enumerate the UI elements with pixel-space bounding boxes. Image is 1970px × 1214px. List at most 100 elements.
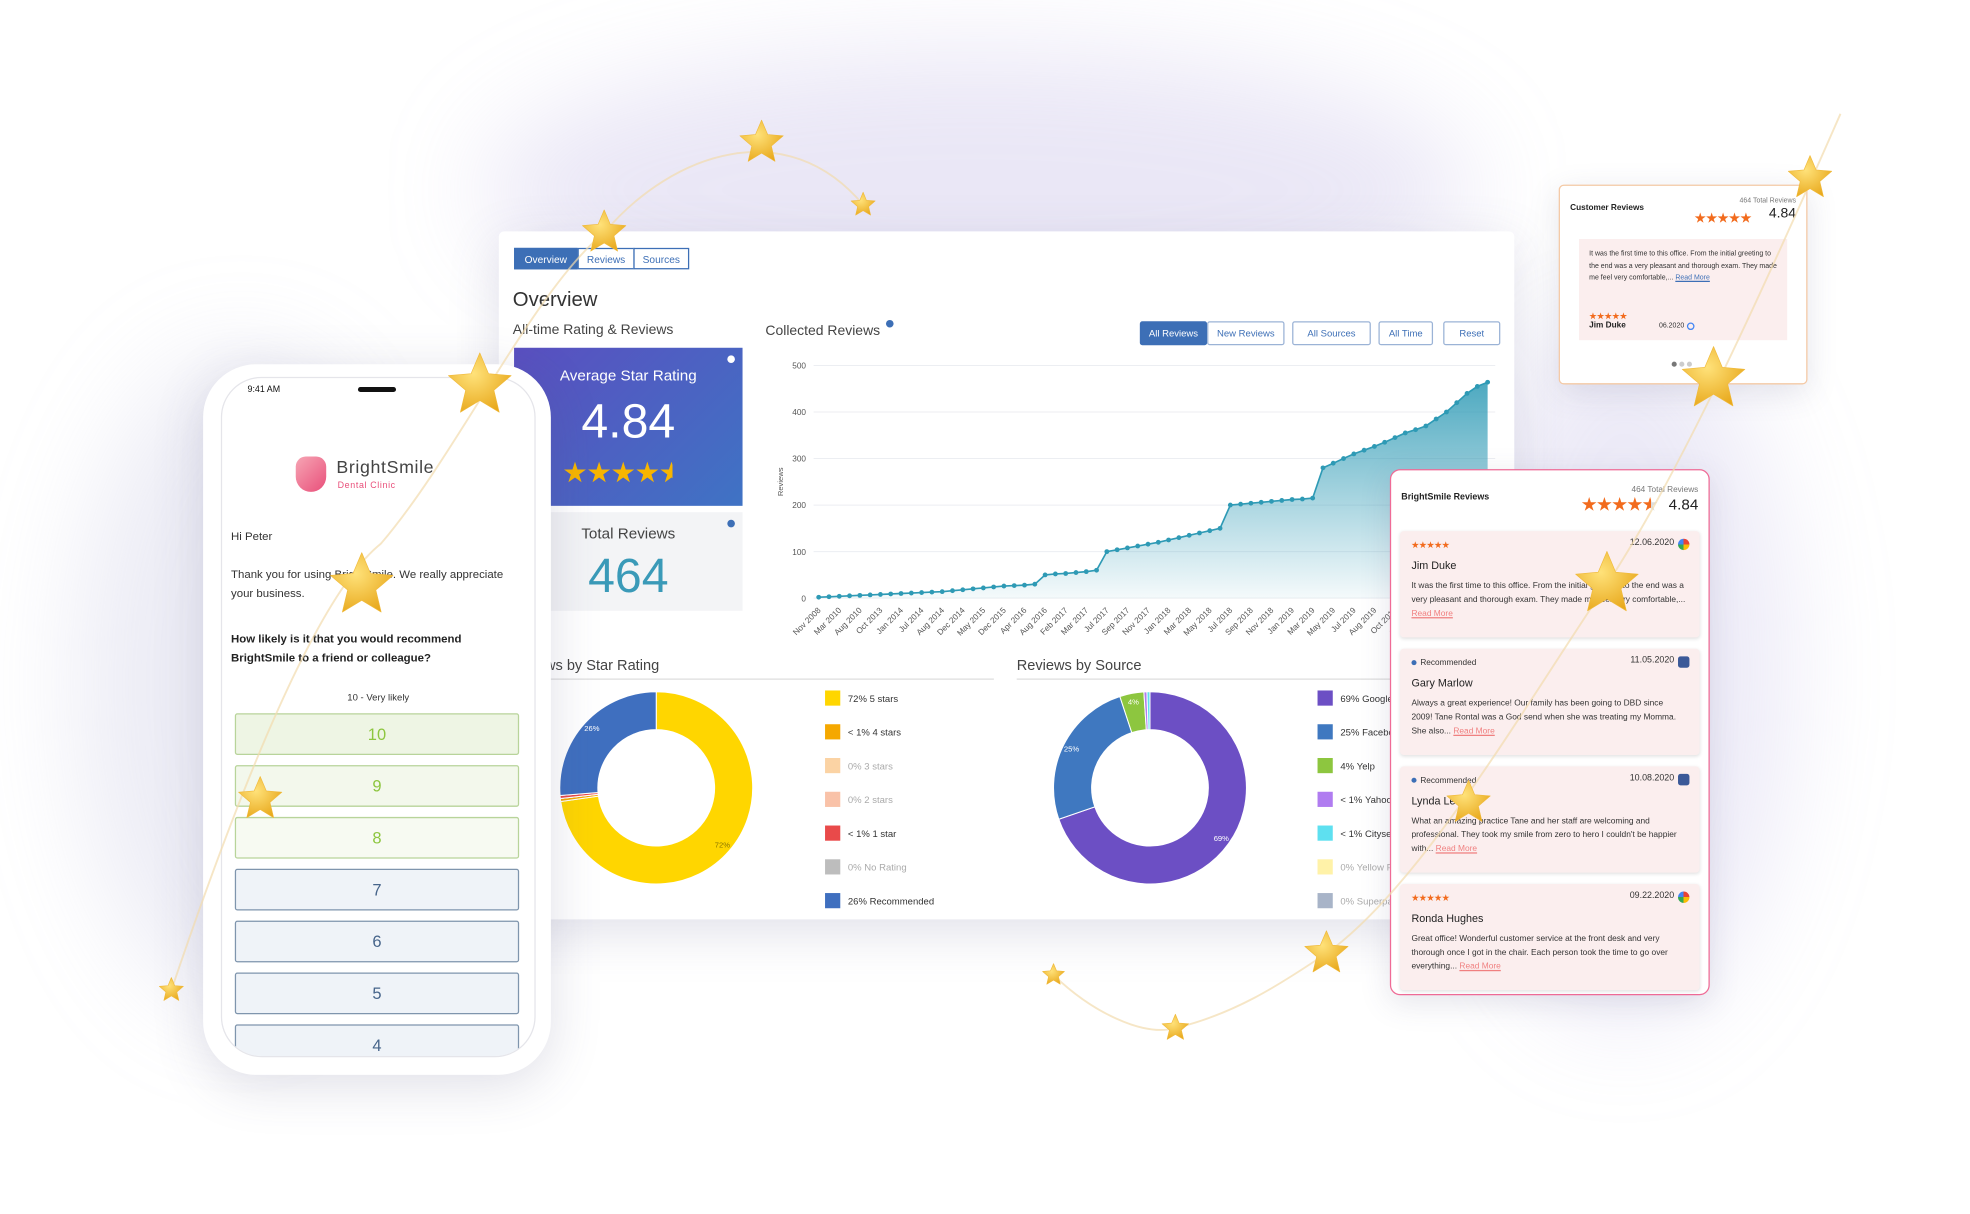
status-time: 9:41 AM bbox=[247, 385, 281, 395]
widget-text: It was the first time to this office. Fr… bbox=[1589, 249, 1779, 285]
read-more[interactable]: Read More bbox=[1459, 962, 1501, 972]
review-date: 10.08.2020 bbox=[1629, 773, 1675, 783]
decor-star bbox=[1042, 963, 1065, 985]
source-icon bbox=[1678, 656, 1690, 668]
filter-button[interactable]: Reset bbox=[1443, 321, 1501, 346]
widget-card: It was the first time to this office. Fr… bbox=[1579, 239, 1788, 341]
option[interactable]: 8 bbox=[234, 816, 520, 859]
source-icon bbox=[1678, 773, 1690, 786]
review-name: Gary Marlow bbox=[1411, 676, 1473, 690]
star bbox=[1419, 894, 1427, 901]
review-text: Always a great experience! Our family ha… bbox=[1411, 697, 1685, 739]
review-card: Recommended 11.05.2020 Gary Marlow Always a… bbox=[1400, 648, 1700, 755]
widget-title: Customer Reviews bbox=[1570, 203, 1644, 213]
star bbox=[1434, 541, 1442, 549]
star bbox=[1426, 894, 1435, 901]
star-row bbox=[1411, 541, 1450, 551]
dashboard: Overview Reviews Sources Overview All-ti… bbox=[498, 231, 1515, 920]
review-date: 12.06.2020 bbox=[1629, 538, 1675, 548]
badge-dot bbox=[1411, 778, 1417, 784]
star bbox=[1442, 541, 1450, 549]
review-card: 12.06.2020 Jim Duke It was the first time … bbox=[1400, 531, 1700, 638]
read-more[interactable]: Read More bbox=[1411, 609, 1453, 619]
option[interactable]: 9 bbox=[234, 765, 520, 807]
review-name: Jim Duke bbox=[1411, 558, 1457, 572]
badge: Recommended bbox=[1411, 776, 1476, 785]
question: How likely is it that you would recommen… bbox=[231, 632, 462, 664]
star-row bbox=[564, 461, 685, 491]
info-icon bbox=[885, 319, 894, 328]
star bbox=[1419, 541, 1427, 549]
average-label: Average Star Rating bbox=[559, 366, 697, 385]
list-total: 464 Total Reviews bbox=[1631, 485, 1699, 495]
review-body: It was the first time to this office. Fr… bbox=[1411, 581, 1686, 605]
widget-name: Jim Duke bbox=[1589, 321, 1626, 331]
logo bbox=[295, 456, 327, 492]
google-icon bbox=[1686, 322, 1695, 331]
review-text: What an amazing practice Tane and her st… bbox=[1411, 814, 1685, 856]
badge-text: Recommended bbox=[1420, 776, 1477, 786]
filter-button[interactable]: New Reviews bbox=[1207, 321, 1285, 346]
review-body: Great office! Wonderful customer service… bbox=[1411, 934, 1668, 972]
review-list: BrightSmile Reviews 464 Total Reviews 4.… bbox=[1389, 469, 1710, 996]
scale-hint: 10 - Very likely bbox=[347, 691, 410, 704]
widget-date: 06.2020 bbox=[1658, 322, 1685, 331]
notch bbox=[357, 386, 397, 393]
star bbox=[1411, 541, 1419, 549]
widget-total: 464 Total Reviews bbox=[1739, 197, 1797, 205]
phone: 9:41 AM BrightSmile Dental Clinic Hi Pet… bbox=[203, 364, 551, 1075]
badge-dot bbox=[1411, 660, 1417, 666]
star-row bbox=[1694, 207, 1752, 230]
greeting: Hi Peter bbox=[231, 529, 273, 543]
review-name: Ronda Hughes bbox=[1411, 911, 1484, 925]
tab[interactable]: Overview bbox=[514, 247, 578, 270]
brand-sub: Dental Clinic bbox=[337, 481, 396, 491]
review-text: It was the first time to this office. Fr… bbox=[1411, 579, 1685, 621]
review-widget: Customer Reviews 464 Total Reviews 4.84 … bbox=[1558, 184, 1808, 385]
star bbox=[1442, 894, 1450, 901]
filter-button[interactable]: All Sources bbox=[1292, 321, 1371, 346]
star-row bbox=[1411, 894, 1450, 904]
list-title: BrightSmile Reviews bbox=[1401, 493, 1490, 503]
decor-star bbox=[1304, 930, 1349, 973]
review-card: 09.22.2020 Ronda Hughes Great office! Wond… bbox=[1400, 883, 1700, 991]
star bbox=[1434, 894, 1442, 901]
brand: BrightSmile bbox=[336, 456, 435, 477]
pager[interactable] bbox=[1670, 350, 1693, 373]
filter-button[interactable]: All Time bbox=[1378, 321, 1434, 346]
option[interactable]: 6 bbox=[234, 920, 520, 963]
read-more[interactable]: Read More bbox=[1435, 844, 1478, 854]
phone-screen: 9:41 AM BrightSmile Dental Clinic Hi Pet… bbox=[220, 376, 536, 1058]
star bbox=[1411, 894, 1419, 901]
star bbox=[1426, 541, 1435, 549]
tab[interactable]: Reviews bbox=[577, 247, 635, 270]
widget-rating: 4.84 bbox=[1768, 206, 1797, 222]
star-row bbox=[1581, 496, 1658, 519]
read-more[interactable]: Read More bbox=[1453, 727, 1495, 736]
option[interactable]: 4 bbox=[234, 1024, 520, 1056]
heading: Overview bbox=[512, 289, 598, 312]
section-title: All-time Rating & Reviews bbox=[512, 322, 674, 338]
review-date: 09.22.2020 bbox=[1629, 891, 1675, 901]
badge-text: Recommended bbox=[1420, 658, 1477, 668]
read-more[interactable]: Read More bbox=[1675, 274, 1710, 283]
review-date: 11.05.2020 bbox=[1630, 656, 1675, 666]
source-icon bbox=[1678, 538, 1690, 551]
message: Thank you for using BrightSmile. We real… bbox=[231, 567, 504, 600]
badge: Recommended bbox=[1411, 659, 1476, 668]
review-name: Lynda Lee bbox=[1411, 794, 1462, 807]
option[interactable]: 5 bbox=[234, 972, 520, 1015]
info-icon bbox=[727, 355, 735, 363]
filter-button[interactable]: All Reviews bbox=[1139, 321, 1208, 346]
review-text: Great office! Wonderful customer service… bbox=[1411, 932, 1685, 974]
option[interactable]: 10 bbox=[234, 713, 520, 755]
source-icon bbox=[1678, 891, 1690, 903]
review-card: Recommended 10.08.2020 Lynda Lee What an am… bbox=[1400, 766, 1700, 873]
decor-star bbox=[1161, 1013, 1190, 1040]
tab[interactable]: Sources bbox=[633, 247, 690, 270]
option[interactable]: 7 bbox=[234, 868, 520, 911]
list-rating: 4.84 bbox=[1668, 495, 1699, 514]
review-body: Always a great experience! Our family ha… bbox=[1411, 699, 1677, 736]
